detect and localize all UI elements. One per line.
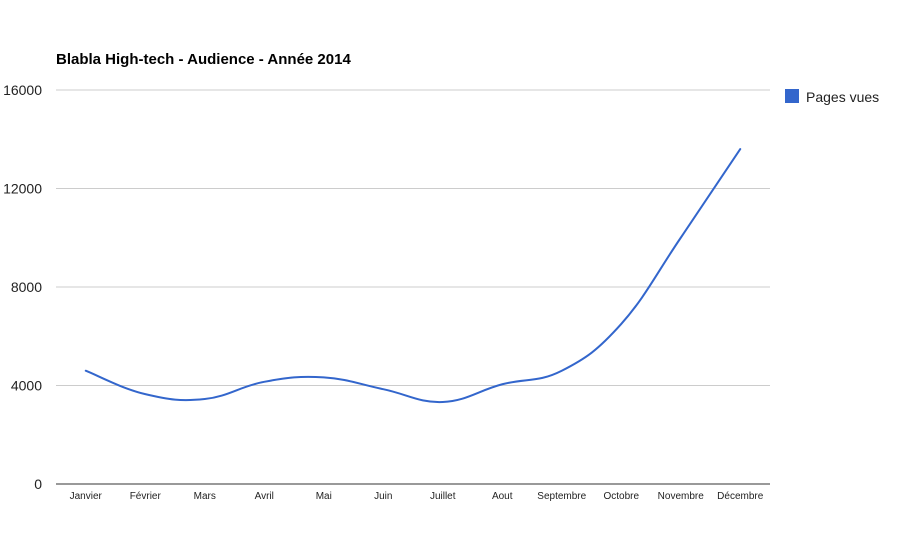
x-tick-label: Juillet (430, 491, 456, 502)
x-tick-label: Février (130, 491, 162, 502)
y-axis-tick-labels: 0 4000 8000 12000 16000 (3, 82, 42, 492)
legend: Pages vues (785, 89, 879, 105)
data-point (440, 399, 446, 405)
data-point (499, 381, 505, 387)
x-tick-label: Novembre (658, 491, 705, 502)
series-line-pages-vues (84, 148, 742, 404)
x-tick-label: Juin (374, 491, 392, 502)
data-point (321, 374, 327, 380)
x-tick-label: Aout (492, 491, 513, 502)
data-point (142, 391, 148, 397)
data-point (202, 396, 208, 402)
data-point (618, 321, 624, 327)
legend-label-pages-vues: Pages vues (806, 89, 879, 105)
legend-swatch-pages-vues (785, 89, 799, 103)
data-point (559, 368, 565, 374)
y-tick-label: 4000 (11, 378, 42, 394)
x-axis-tick-labels: Janvier Février Mars Avril Mai Juin Juillet Aou… (70, 491, 764, 502)
y-tick-label: 8000 (11, 279, 42, 295)
data-point (83, 368, 89, 374)
y-tick-label: 0 (34, 476, 42, 492)
x-tick-label: Mai (316, 491, 332, 502)
y-tick-label: 12000 (3, 181, 42, 197)
gridlines (56, 89, 770, 485)
x-tick-label: Octobre (603, 491, 639, 502)
x-tick-label: Mars (194, 491, 216, 502)
data-point (380, 386, 386, 392)
x-tick-label: Septembre (537, 491, 586, 502)
data-point (678, 235, 684, 241)
x-tick-label: Avril (255, 491, 274, 502)
data-point (261, 379, 267, 385)
y-tick-label: 16000 (3, 82, 42, 98)
chart-title: Blabla High-tech - Audience - Année 2014 (56, 51, 351, 68)
x-tick-label: Janvier (70, 491, 103, 502)
series-layer (83, 146, 743, 405)
x-tick-label: Décembre (717, 491, 764, 502)
data-point (737, 146, 743, 152)
